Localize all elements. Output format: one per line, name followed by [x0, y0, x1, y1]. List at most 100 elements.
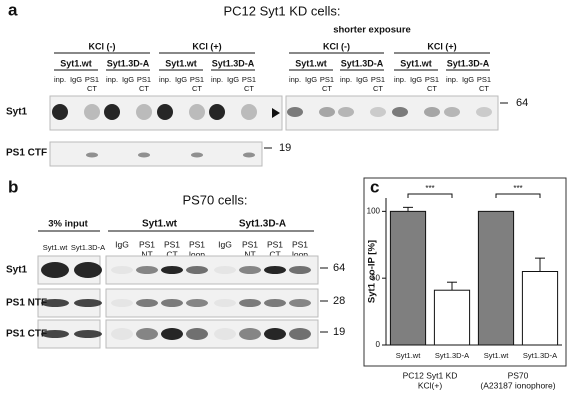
- row-label: PS1 NTF: [6, 298, 47, 309]
- band: [319, 107, 335, 117]
- lane-label: CT: [479, 84, 489, 93]
- lane-label: inp.: [106, 75, 118, 84]
- band: [136, 266, 158, 274]
- panel-label: b: [8, 177, 18, 196]
- lane-label: IgG: [462, 75, 474, 84]
- band: [186, 299, 208, 307]
- panel-label: a: [8, 0, 18, 19]
- band: [186, 328, 208, 340]
- marker-label: 19: [333, 326, 345, 338]
- lane-label: PS1: [85, 75, 99, 84]
- lane-label: CT: [166, 249, 177, 259]
- marker-label: 64: [516, 97, 528, 109]
- bar: [433, 289, 471, 346]
- band: [111, 328, 133, 340]
- row-label: PS1 CTF: [6, 329, 47, 340]
- condition-label: KCl (-): [323, 41, 350, 51]
- panel-title: PS70 cells:: [182, 192, 247, 207]
- lane-label: CT: [87, 84, 97, 93]
- lane-label: CT: [269, 249, 280, 259]
- band: [189, 104, 205, 120]
- significance-label: ***: [425, 184, 434, 193]
- band: [74, 299, 102, 307]
- condition-label: KCl (+): [427, 41, 456, 51]
- lane-label: inp.: [54, 75, 66, 84]
- lane-label: PS1: [139, 239, 155, 249]
- band: [157, 104, 173, 120]
- lane-label: PS1: [242, 75, 256, 84]
- band: [41, 330, 69, 338]
- band: [214, 328, 236, 340]
- lane-label: inp.: [159, 75, 171, 84]
- marker-label: 28: [333, 295, 345, 307]
- lane-label: CT: [192, 84, 202, 93]
- bar: [521, 271, 559, 346]
- band: [239, 266, 261, 274]
- y-tick-label: 100: [367, 206, 381, 215]
- lane-label: IgG: [175, 75, 187, 84]
- blot: [285, 95, 499, 131]
- lane-label: Syt1.wt: [43, 243, 69, 252]
- lane-label: CT: [373, 84, 383, 93]
- band: [104, 104, 120, 120]
- band: [111, 266, 133, 274]
- lane-label: IgG: [227, 75, 239, 84]
- band: [111, 299, 133, 307]
- x-tick-label: Syt1.wt: [396, 351, 422, 360]
- band: [74, 330, 102, 338]
- band: [289, 299, 311, 307]
- lane-label: PS1: [292, 239, 308, 249]
- band: [136, 299, 158, 307]
- lane-label: PS1: [477, 75, 491, 84]
- lane-label: IgG: [305, 75, 317, 84]
- band: [136, 104, 152, 120]
- band: [243, 152, 255, 158]
- lane-label: PS1: [371, 75, 385, 84]
- construct-label: Syt1.wt: [295, 58, 327, 68]
- group-label: (A23187 ionophore): [480, 380, 555, 390]
- band: [239, 328, 261, 340]
- lane-label: NT: [141, 249, 152, 259]
- x-tick-label: Syt1.3D-A: [435, 351, 469, 360]
- lane-label: PS1: [189, 239, 205, 249]
- band: [41, 299, 69, 307]
- arrow: [272, 108, 280, 118]
- x-tick-label: Syt1.3D-A: [523, 351, 557, 360]
- band: [86, 152, 98, 158]
- marker-label: 19: [279, 142, 291, 154]
- row-label: Syt1: [6, 265, 28, 276]
- band: [191, 152, 203, 158]
- condition-label: KCl (+): [192, 41, 221, 51]
- significance-bracket: [495, 193, 541, 198]
- band: [138, 152, 150, 158]
- band: [264, 328, 286, 340]
- band: [289, 328, 311, 340]
- input-header: 3% input: [48, 219, 88, 230]
- group-label: PC12 Syt1 KD: [403, 370, 458, 380]
- bar: [477, 210, 515, 346]
- panel-title: PC12 Syt1 KD cells:: [223, 3, 340, 18]
- band: [424, 107, 440, 117]
- row-label: Syt1: [6, 107, 28, 118]
- row-label: PS1 CTF: [6, 148, 47, 159]
- lane-label: CT: [139, 84, 149, 93]
- lane-label: PS1: [164, 239, 180, 249]
- band: [241, 104, 257, 120]
- lane-label: Syt1.3D-A: [71, 243, 105, 252]
- band: [338, 107, 354, 117]
- band: [370, 107, 386, 117]
- band: [209, 104, 225, 120]
- lane-label: IgG: [70, 75, 82, 84]
- band: [214, 266, 236, 274]
- band: [41, 262, 69, 278]
- construct-label: Syt1.wt: [400, 58, 432, 68]
- lane-label: CT: [244, 84, 254, 93]
- band: [84, 104, 100, 120]
- band: [186, 266, 208, 274]
- lane-label: inp.: [394, 75, 406, 84]
- marker-label: 64: [333, 262, 345, 274]
- lane-label: IgG: [356, 75, 368, 84]
- lane-label: PS1: [242, 239, 258, 249]
- lane-label: CT: [427, 84, 437, 93]
